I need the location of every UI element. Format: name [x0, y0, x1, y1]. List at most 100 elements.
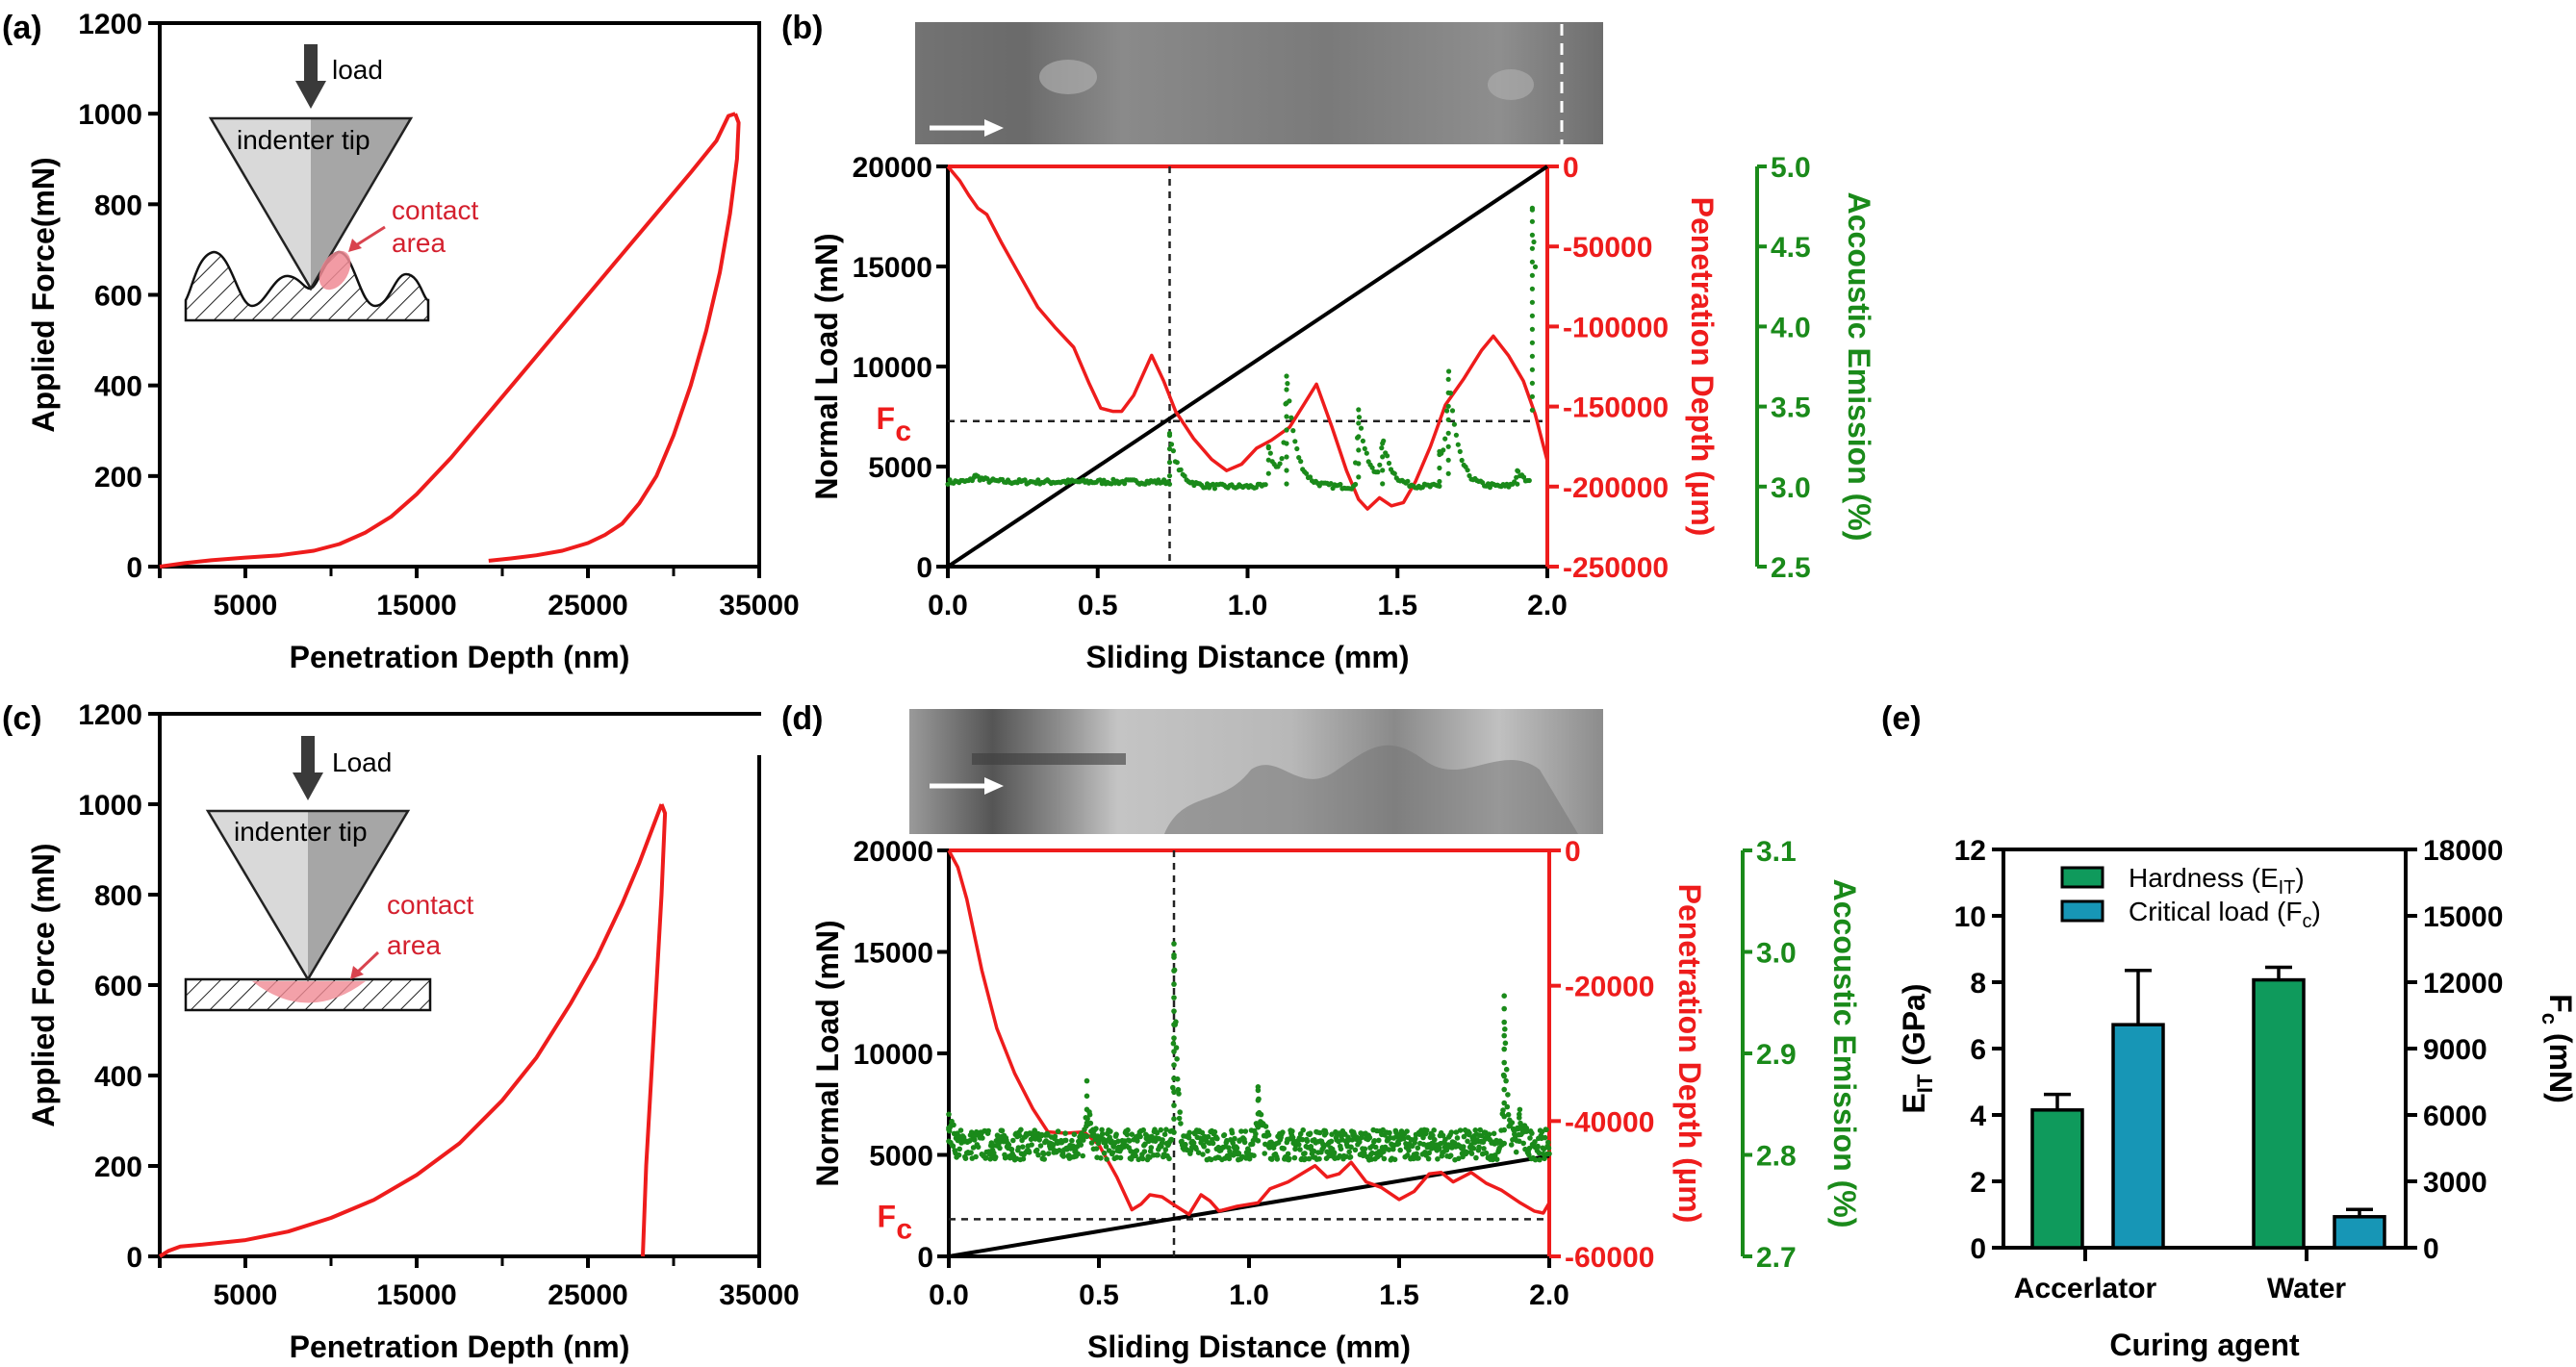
acoustic-emission-point: [1296, 455, 1302, 461]
legend-swatch: [2060, 899, 2104, 923]
acoustic-emission-point: [1465, 1138, 1470, 1145]
x-tick-label: 1.0: [1229, 1279, 1269, 1311]
x-axis-title: Sliding Distance (mm): [1085, 640, 1409, 674]
acoustic-emission-point: [946, 1125, 952, 1131]
acoustic-emission-point: [1486, 1131, 1492, 1137]
y2-tick-label: -150000: [1563, 392, 1669, 424]
acoustic-emission-point: [1304, 1138, 1311, 1145]
acoustic-emission-point: [1517, 1106, 1523, 1113]
acoustic-emission-point: [945, 481, 951, 487]
y3-tick-label: 2.7: [1756, 1242, 1797, 1274]
acoustic-emission-point: [1501, 1059, 1507, 1066]
acoustic-emission-point: [1292, 439, 1298, 444]
bar-critical-load-accerlator: [2111, 1023, 2165, 1250]
acoustic-emission-point: [1372, 1144, 1379, 1151]
normal-load-line: [948, 1153, 1550, 1258]
acoustic-emission-point: [1198, 1137, 1205, 1144]
acoustic-emission-point: [1127, 1138, 1133, 1144]
acoustic-emission-point: [1455, 442, 1461, 447]
y2-tick-label: -100000: [1563, 312, 1669, 343]
acoustic-emission-point: [1451, 421, 1457, 427]
acoustic-emission-point: [1099, 1127, 1105, 1133]
y3-tick-label: 4.0: [1771, 312, 1811, 343]
acoustic-emission-point: [1369, 1150, 1375, 1156]
acoustic-emission-point: [1296, 1142, 1302, 1148]
acoustic-emission-point: [1199, 1129, 1206, 1136]
acoustic-emission-point: [1200, 1152, 1206, 1157]
acoustic-emission-point: [1376, 1137, 1382, 1144]
acoustic-emission-point: [1502, 1026, 1508, 1032]
acoustic-emission-point: [1437, 451, 1442, 458]
acoustic-emission-point: [1302, 1151, 1308, 1156]
y-tick-label: 600: [94, 281, 142, 313]
acoustic-emission-point: [1069, 1137, 1075, 1144]
acoustic-emission-point: [1391, 1156, 1398, 1163]
panel-label-e: (e): [1881, 700, 1922, 737]
acoustic-emission-point: [1171, 1102, 1177, 1108]
acoustic-emission-point: [1050, 1142, 1057, 1148]
axes-a: 0 200 400 600 800 1000 1200 5000 15000 25000 35000…: [26, 9, 800, 674]
acoustic-emission-point: [1078, 1142, 1084, 1148]
fc-label-subscript: c: [895, 416, 911, 447]
y-tick-label: 200: [94, 462, 142, 494]
panel-label-c: (c): [2, 700, 42, 737]
acoustic-emission-point: [1238, 1128, 1244, 1134]
acoustic-emission-point: [1449, 408, 1456, 414]
acoustic-emission-point: [950, 1143, 956, 1150]
acoustic-emission-point: [1323, 1130, 1329, 1136]
bar-hardness-accerlator: [2030, 1108, 2084, 1250]
acoustic-emission-point: [1081, 1137, 1086, 1143]
acoustic-emission-point: [1517, 1138, 1522, 1145]
acoustic-emission-point: [1060, 1153, 1066, 1159]
acoustic-emission-point: [1124, 1131, 1131, 1138]
acoustic-emission-point: [970, 1145, 977, 1151]
acoustic-emission-point: [1020, 1155, 1027, 1162]
acoustic-emission-point: [1036, 1137, 1042, 1143]
acoustic-emission-point: [1297, 1147, 1303, 1152]
x-tick-label: 0.0: [929, 1279, 969, 1311]
acoustic-emission-point: [1109, 481, 1114, 487]
acoustic-emission-point: [1493, 1156, 1500, 1162]
acoustic-emission-point: [956, 1146, 962, 1152]
y-tick-label: 20000: [854, 836, 933, 868]
y-axis-title: Applied Force(mN): [26, 157, 61, 432]
contact-pointer-shaft: [356, 950, 380, 974]
acoustic-emission-point: [1364, 450, 1369, 456]
acoustic-emission-point: [1472, 1127, 1478, 1133]
x-tick-label: 5000: [214, 1279, 278, 1311]
y-tick-label: 10000: [853, 352, 932, 384]
acoustic-emission-point: [1381, 1155, 1388, 1162]
acoustic-emission-point: [1265, 443, 1271, 449]
y3-tick-label: 3.0: [1771, 472, 1811, 504]
acoustic-emission-point: [1284, 400, 1289, 406]
fc-label-subscript: c: [896, 1213, 912, 1245]
x-tick-label: 1.5: [1379, 1279, 1419, 1311]
acoustic-emission-point: [960, 1134, 967, 1141]
acoustic-emission-point: [1168, 1136, 1175, 1143]
acoustic-emission-point: [1513, 1149, 1519, 1155]
acoustic-emission-point: [1170, 1040, 1177, 1047]
acoustic-emission-point: [1360, 438, 1365, 443]
y-tick-label: 2: [1970, 1167, 1986, 1199]
acoustic-emission-point: [1294, 445, 1300, 452]
acoustic-emission-point: [962, 1155, 969, 1161]
acoustic-emission-point: [1255, 1084, 1262, 1090]
panel-label-b: (b): [781, 10, 823, 46]
acoustic-emission-point: [1045, 1151, 1052, 1156]
acoustic-emission-point: [1426, 1150, 1432, 1156]
acoustic-emission-point: [1160, 1137, 1165, 1143]
acoustic-emission-point: [1432, 1136, 1438, 1143]
acoustic-emission-point: [1020, 1144, 1026, 1150]
acoustic-emission-point: [1171, 968, 1177, 974]
bar-critical-load-water: [2333, 1215, 2386, 1250]
y-tick-label: 5000: [868, 452, 932, 484]
acoustic-emission-point: [1415, 1145, 1421, 1152]
acoustic-emission-point: [1080, 1152, 1085, 1159]
acoustic-emission-point: [1348, 1144, 1354, 1151]
acoustic-emission-point: [1297, 1130, 1304, 1137]
y2-tick-label: -50000: [1563, 232, 1652, 264]
acoustic-emission-point: [1346, 1149, 1352, 1155]
acoustic-emission-point: [1026, 1150, 1033, 1155]
acoustic-emission-point: [1307, 1130, 1314, 1136]
acoustic-emission-point: [1529, 232, 1535, 238]
